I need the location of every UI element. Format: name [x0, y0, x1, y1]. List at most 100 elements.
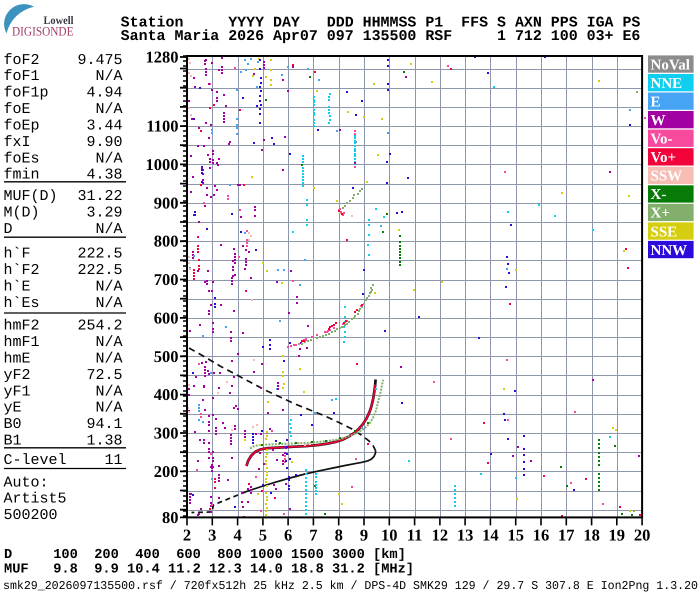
svg-text:19: 19: [609, 526, 626, 545]
svg-text:1100: 1100: [146, 117, 178, 136]
svg-text:hmF2: hmF2: [4, 318, 40, 335]
svg-text:h`E: h`E: [4, 278, 31, 295]
svg-text:X-: X-: [651, 187, 667, 203]
svg-text:700: 700: [154, 270, 179, 289]
svg-text:2: 2: [183, 526, 191, 545]
svg-text:Lowell: Lowell: [44, 15, 74, 27]
svg-text:Santa Maria 2026 Apr07 097 135: Santa Maria 2026 Apr07 097 135500 RSF 1 …: [121, 29, 641, 45]
svg-text:N/A: N/A: [95, 101, 122, 118]
svg-text:3.44: 3.44: [86, 118, 122, 135]
svg-text:12: 12: [432, 526, 449, 545]
svg-text:9.475: 9.475: [77, 52, 122, 69]
svg-text:11: 11: [104, 452, 122, 469]
svg-text:9: 9: [360, 526, 368, 545]
svg-text:15: 15: [507, 526, 524, 545]
svg-text:222.5: 222.5: [77, 246, 122, 263]
svg-text:900: 900: [154, 193, 179, 212]
svg-text:X+: X+: [651, 206, 670, 222]
svg-text:D: D: [4, 221, 13, 238]
svg-text:72.5: 72.5: [86, 367, 122, 384]
svg-text:Artist5: Artist5: [4, 491, 67, 508]
svg-text:5: 5: [259, 526, 267, 545]
svg-text:hmF1: hmF1: [4, 334, 40, 351]
svg-text:Auto:: Auto:: [4, 474, 49, 491]
svg-text:4.94: 4.94: [86, 85, 122, 102]
svg-text:16: 16: [533, 526, 550, 545]
svg-text:foEp: foEp: [4, 118, 40, 135]
svg-text:1280: 1280: [146, 48, 179, 67]
svg-text:N/A: N/A: [95, 278, 122, 295]
svg-text:B0: B0: [4, 416, 22, 433]
svg-text:Vo-: Vo-: [651, 132, 673, 148]
svg-text:80: 80: [162, 508, 179, 527]
svg-text:h`Es: h`Es: [4, 295, 40, 312]
svg-text:MUF 9.8 9.9 10.4 11.2 12.3: MUF 9.8 9.9 10.4 11.2 12.3 14.0 18.8 31.…: [4, 563, 414, 578]
svg-text:Station YYYY DAY DDD HHM: Station YYYY DAY DDD HHMMSS P1 FFS S AXN…: [121, 16, 641, 32]
svg-text:NNE: NNE: [651, 76, 683, 92]
svg-text:7: 7: [309, 526, 317, 545]
svg-text:31.22: 31.22: [77, 188, 122, 205]
svg-text:SSW: SSW: [651, 169, 683, 185]
svg-text:254.2: 254.2: [77, 318, 122, 335]
svg-text:foEs: foEs: [4, 150, 40, 167]
svg-text:600: 600: [154, 308, 179, 327]
svg-text:M(D): M(D): [4, 205, 40, 222]
svg-text:NNW: NNW: [651, 243, 688, 259]
svg-text:W: W: [651, 113, 666, 129]
svg-text:foF1: foF1: [4, 68, 40, 85]
svg-text:hmE: hmE: [4, 350, 31, 367]
svg-text:h`F: h`F: [4, 246, 31, 263]
svg-text:3: 3: [208, 526, 216, 545]
svg-text:N/A: N/A: [95, 334, 122, 351]
svg-text:800: 800: [154, 232, 179, 251]
svg-text:13: 13: [457, 526, 474, 545]
svg-text:foF2: foF2: [4, 52, 40, 69]
svg-text:N/A: N/A: [95, 150, 122, 167]
svg-text:9.90: 9.90: [86, 134, 122, 151]
svg-text:1.38: 1.38: [86, 433, 122, 450]
svg-text:10: 10: [381, 526, 398, 545]
svg-text:17: 17: [558, 526, 575, 545]
svg-text:N/A: N/A: [95, 383, 122, 400]
svg-text:20: 20: [634, 526, 651, 545]
svg-text:B1: B1: [4, 433, 22, 450]
svg-text:N/A: N/A: [95, 295, 122, 312]
svg-text:N/A: N/A: [95, 68, 122, 85]
svg-text:E: E: [651, 94, 661, 110]
svg-text:400: 400: [154, 385, 179, 404]
svg-text:D 100 200 400 600 800: D 100 200 400 600 800 1000 1500 3000 [km…: [4, 548, 406, 563]
svg-text:fxI: fxI: [4, 134, 31, 151]
svg-text:300: 300: [154, 424, 179, 443]
svg-text:h`F2: h`F2: [4, 262, 40, 279]
svg-text:4.38: 4.38: [86, 167, 122, 184]
svg-text:SSE: SSE: [651, 224, 678, 240]
svg-text:4: 4: [233, 526, 241, 545]
svg-text:1000: 1000: [146, 155, 179, 174]
svg-text:Vo+: Vo+: [651, 150, 677, 166]
svg-text:yF2: yF2: [4, 367, 31, 384]
svg-text:C-level: C-level: [4, 452, 67, 469]
svg-text:yF1: yF1: [4, 383, 31, 400]
svg-text:18: 18: [583, 526, 600, 545]
svg-text:DIGISONDE: DIGISONDE: [12, 24, 74, 39]
svg-text:fmin: fmin: [4, 167, 40, 184]
svg-text:N/A: N/A: [95, 350, 122, 367]
svg-text:3.29: 3.29: [86, 205, 122, 222]
svg-text:200: 200: [154, 462, 179, 481]
svg-text:foF1p: foF1p: [4, 85, 49, 102]
svg-text:MUF(D): MUF(D): [4, 188, 58, 205]
svg-text:N/A: N/A: [95, 400, 122, 417]
svg-text:NoVal: NoVal: [651, 57, 690, 73]
svg-text:N/A: N/A: [95, 221, 122, 238]
svg-text:smk29_2026097135500.rsf / 720f: smk29_2026097135500.rsf / 720fx512h 25 k…: [3, 579, 698, 593]
svg-text:yE: yE: [4, 400, 22, 417]
svg-text:8: 8: [335, 526, 343, 545]
svg-text:500200: 500200: [4, 507, 58, 524]
svg-text:14: 14: [482, 526, 499, 545]
svg-text:11: 11: [407, 526, 423, 545]
svg-text:foE: foE: [4, 101, 31, 118]
svg-text:6: 6: [284, 526, 292, 545]
svg-text:94.1: 94.1: [86, 416, 122, 433]
svg-text:222.5: 222.5: [77, 262, 122, 279]
svg-text:500: 500: [154, 347, 179, 366]
